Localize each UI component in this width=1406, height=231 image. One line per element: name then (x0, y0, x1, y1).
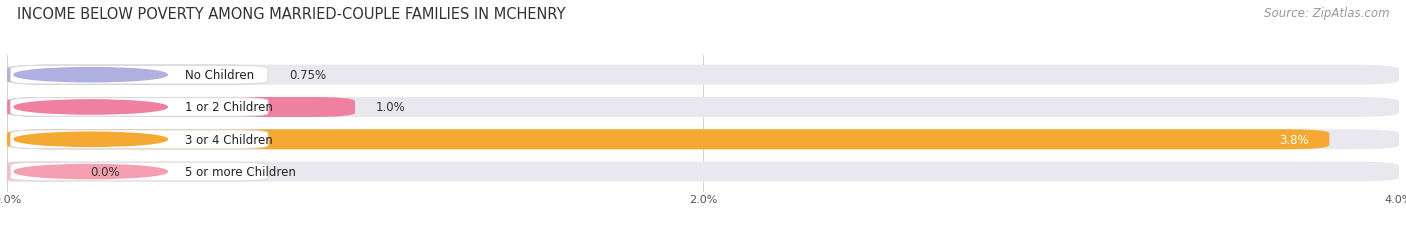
Text: INCOME BELOW POVERTY AMONG MARRIED-COUPLE FAMILIES IN MCHENRY: INCOME BELOW POVERTY AMONG MARRIED-COUPL… (17, 7, 565, 22)
Circle shape (14, 68, 167, 82)
Text: 5 or more Children: 5 or more Children (184, 165, 295, 178)
Text: 0.75%: 0.75% (288, 69, 326, 82)
Text: No Children: No Children (184, 69, 254, 82)
FancyBboxPatch shape (7, 162, 1399, 182)
Circle shape (14, 165, 167, 179)
FancyBboxPatch shape (7, 65, 1399, 85)
FancyBboxPatch shape (7, 97, 1399, 118)
Text: 3 or 4 Children: 3 or 4 Children (184, 133, 273, 146)
FancyBboxPatch shape (10, 162, 269, 181)
Text: 1.0%: 1.0% (375, 101, 406, 114)
FancyBboxPatch shape (7, 130, 1330, 150)
Text: 1 or 2 Children: 1 or 2 Children (184, 101, 273, 114)
FancyBboxPatch shape (10, 98, 269, 117)
Text: 0.0%: 0.0% (90, 165, 120, 178)
Text: Source: ZipAtlas.com: Source: ZipAtlas.com (1264, 7, 1389, 20)
FancyBboxPatch shape (7, 162, 70, 182)
FancyBboxPatch shape (10, 66, 269, 85)
FancyBboxPatch shape (10, 130, 269, 149)
Circle shape (14, 133, 167, 147)
FancyBboxPatch shape (7, 130, 1399, 150)
Text: 3.8%: 3.8% (1279, 133, 1309, 146)
FancyBboxPatch shape (7, 65, 269, 85)
Circle shape (14, 100, 167, 115)
FancyBboxPatch shape (7, 97, 354, 118)
